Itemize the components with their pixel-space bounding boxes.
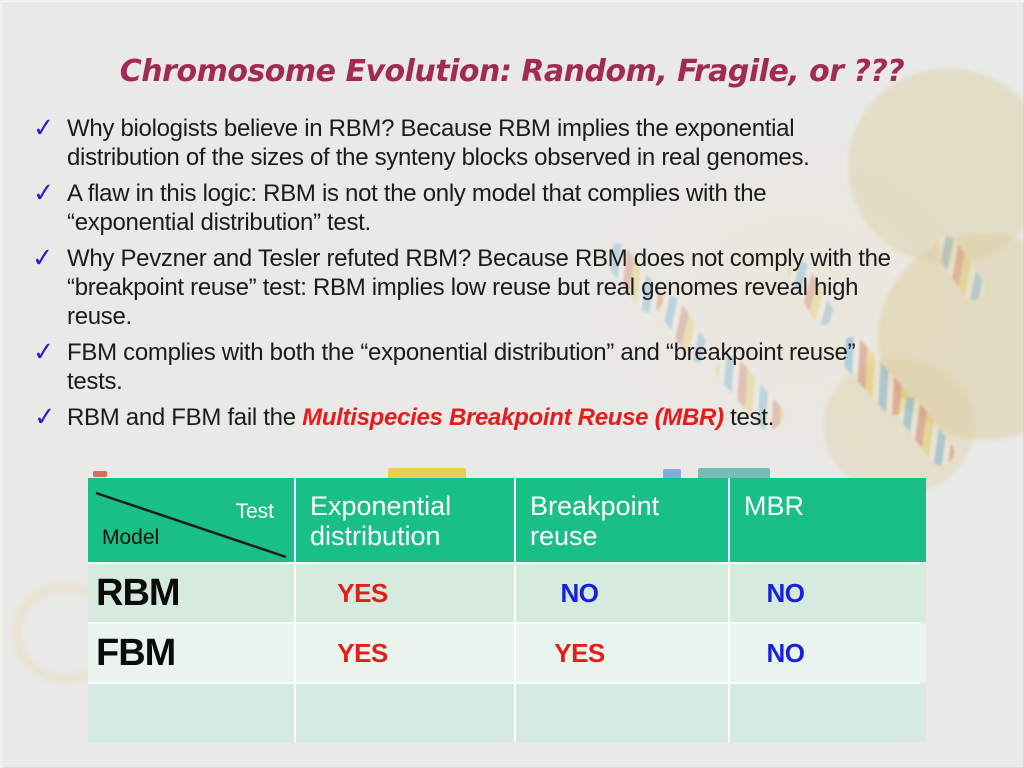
corner-cell: Test Model [88,478,294,562]
bullet-item: ✓ Why biologists believe in RBM? Because… [31,112,990,172]
corner-label-model: Model [102,526,160,549]
bullet-line: RBM and FBM fail the Multispecies Breakp… [67,403,774,432]
bullet-item: ✓ RBM and FBM fail the Multispecies Brea… [32,401,990,434]
value-rbm-exponential: YES [296,564,514,622]
col-header-breakpoint-reuse: Breakpoint reuse [516,478,728,562]
col-header-exponential-distribution: Exponential distribution [296,478,514,562]
value-fbm-mbr: NO [730,624,926,682]
bullet-line: distribution of the sizes of the synteny… [67,144,810,171]
bullet-line: A flaw in this logic: RBM is not the onl… [67,180,767,207]
model-cell-fbm: FBM [88,624,294,682]
bullet-list: ✓ Why biologists believe in RBM? Because… [30,112,990,439]
value-rbm-mbr: NO [730,564,926,622]
value-empty-2 [516,684,728,742]
page-title: Chromosome Evolution: Random, Fragile, o… [119,54,905,89]
value-rbm-breakpoint: NO [516,564,728,622]
bullet-item: ✓ A flaw in this logic: RBM is not the o… [31,177,990,237]
col-header-mbr: MBR [730,478,926,562]
results-table: Test Model Exponential distribution Brea… [88,478,926,742]
check-icon: ✓ [31,336,56,369]
bullet-line: tests. [67,368,123,395]
value-empty-3 [730,684,926,742]
chromosome-fragment-icon [93,471,107,477]
check-icon: ✓ [31,112,56,145]
value-empty-1 [296,684,514,742]
mbr-highlight: Multispecies Breakpoint Reuse (MBR) [302,404,724,431]
model-cell-rbm: RBM [88,564,294,622]
value-fbm-exponential: YES [296,624,514,682]
bullet-line: FBM complies with both the “exponential … [67,339,856,366]
bullet-line: “exponential distribution” test. [67,209,371,236]
check-icon: ✓ [31,177,56,210]
bullet-item: ✓ Why Pevzner and Tesler refuted RBM? Be… [30,242,990,331]
bullet-line: Why biologists believe in RBM? Because R… [67,115,795,142]
bullet-text: RBM and FBM fail the [67,404,303,431]
bullet-line: reuse. [67,303,132,330]
value-fbm-breakpoint: YES [516,624,728,682]
bullet-line: Why Pevzner and Tesler refuted RBM? Beca… [67,245,891,272]
bullet-text: test. [723,404,774,431]
corner-diagonal-line [95,491,287,559]
corner-label-test: Test [235,500,274,523]
model-cell-empty [88,684,294,742]
check-icon: ✓ [32,401,57,434]
bullet-item: ✓ FBM complies with both the “exponentia… [31,336,990,396]
check-icon: ✓ [30,242,55,275]
bullet-line: “breakpoint reuse” test: RBM implies low… [67,274,859,301]
